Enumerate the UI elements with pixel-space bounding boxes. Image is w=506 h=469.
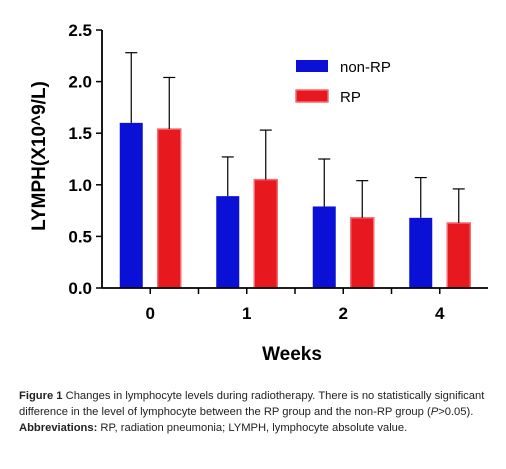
abbreviations-text: RP, radiation pneumonia; LYMPH, lymphocy… <box>97 422 408 434</box>
legend-label-rp: RP <box>340 89 361 106</box>
y-tick-label: 0.0 <box>68 279 92 298</box>
abbreviations-paragraph: Abbreviations: RP, radiation pneumonia; … <box>19 420 497 436</box>
figure-text: Changes in lymphocyte levels during radi… <box>19 390 485 418</box>
legend-swatch-rp <box>295 89 329 103</box>
bar-chart: 0 1 2 4 0.0 0.5 1.0 1.5 2.0 2.5 non-RP RP LYMPH(X1… <box>29 21 488 365</box>
p-text: >0.05). <box>438 406 474 418</box>
legend-swatch-non-rp <box>296 60 328 72</box>
y-axis-title: LYMPH(X10^9/L) <box>29 81 50 231</box>
chart-svg: 0 1 2 4 0.0 0.5 1.0 1.5 2.0 2.5 non-RP RP LYMPH(X1… <box>29 21 488 365</box>
axes-layer: 0 1 2 4 0.0 0.5 1.0 1.5 2.0 2.5 <box>68 21 488 323</box>
y-tick-label: 2.0 <box>68 73 92 92</box>
y-tick-label: 0.5 <box>68 227 92 246</box>
x-axis-title: Weeks <box>262 344 322 365</box>
bar-rp-week-0 <box>157 128 182 289</box>
y-tick-label: 1.0 <box>68 176 92 195</box>
figure-caption: Figure 1 Changes in lymphocyte levels du… <box>19 388 497 436</box>
legend: non-RP RP <box>295 59 391 106</box>
x-tick-label: 4 <box>435 304 445 323</box>
y-tick-label: 2.5 <box>68 21 92 40</box>
bar-rp-week-1 <box>253 178 278 289</box>
bar-non-rp-week-0 <box>119 122 143 288</box>
x-tick-label: 0 <box>146 304 155 323</box>
legend-label-non-rp: non-RP <box>340 59 391 76</box>
x-tick-label: 1 <box>242 304 251 323</box>
abbreviations-label: Abbreviations: <box>19 422 98 434</box>
bar-non-rp-week-4 <box>409 217 433 288</box>
figure-label: Figure 1 <box>19 390 63 402</box>
bar-rp-week-2 <box>350 217 375 289</box>
p-symbol: P <box>430 406 439 418</box>
bar-rp-week-4 <box>446 222 471 289</box>
y-tick-label: 1.5 <box>68 124 92 143</box>
bar-non-rp-week-2 <box>312 206 336 288</box>
bars-layer <box>119 52 471 289</box>
caption-paragraph: Figure 1 Changes in lymphocyte levels du… <box>19 388 497 420</box>
bar-non-rp-week-1 <box>216 196 240 288</box>
x-tick-label: 2 <box>339 304 348 323</box>
